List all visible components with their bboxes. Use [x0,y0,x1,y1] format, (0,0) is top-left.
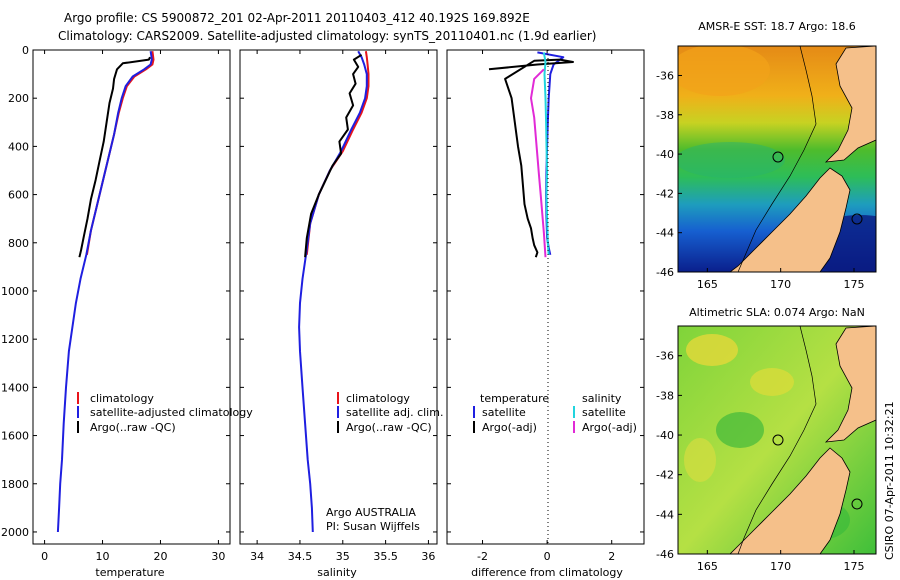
legend-label-argo: Argo(..raw -QC) [90,421,176,434]
map-y-tick-label: -40 [656,148,674,161]
map-x-tick-label: 165 [697,278,718,291]
nz-land [824,326,876,443]
map-y-tick-label: -42 [656,469,674,482]
map-x-tick-label: 165 [697,560,718,573]
csiro-credit: CSIRO 07-Apr-2011 10:32:21 [883,401,896,560]
temperature-legend: climatology satellite-adjusted climatolo… [77,392,253,434]
legend-label-temp-satellite: satellite [482,406,526,419]
map-x-tick-label: 175 [844,560,865,573]
series-line-climatology [85,51,155,255]
x-tick-label: 0 [41,550,48,563]
x-tick-label: 30 [211,550,225,563]
salinity-legend: climatology satellite adj. clim. Argo(..… [337,392,443,434]
second-location-marker [851,498,863,510]
temperature-xlabel: temperature [95,566,164,579]
argo-australia-label: Argo AUSTRALIA [326,506,416,519]
x-tick-label: 2 [608,550,615,563]
sla-yellow-patch [686,334,738,366]
header-line-2: Climatology: CARS2009. Satellite-adjuste… [58,29,596,43]
legend-label-climatology: climatology [346,392,410,405]
legend-label-satellite-adjusted: satellite-adjusted climatology [90,406,253,419]
sst-map [678,46,876,272]
y-tick-label: 1200 [1,333,29,346]
x-tick-label: 34.5 [288,550,313,563]
series-line-salinity-argo-adj [530,68,547,258]
legend-group-salinity: salinity [582,392,622,405]
argo-location-marker [772,434,784,446]
sst-map-title: AMSR-E SST: 18.7 Argo: 18.6 [698,20,856,33]
map-x-tick-label: 175 [844,278,865,291]
map-y-tick-label: -46 [656,548,674,561]
salinity-xlabel: salinity [317,566,357,579]
second-location-marker [851,213,863,225]
difference-axes [446,49,645,545]
legend-label-satellite-adj: satellite adj. clim. [346,406,443,419]
map-y-tick-label: -36 [656,350,674,363]
map-y-tick-label: -36 [656,69,674,82]
legend-group-temperature: temperature [480,392,549,405]
map-x-tick-label: 170 [770,560,791,573]
salinity-axes [239,49,438,545]
map-y-tick-label: -42 [656,187,674,200]
y-tick-label: 1600 [1,430,29,443]
sla-yellow-patch [750,368,794,396]
y-tick-label: 1800 [1,478,29,491]
legend-label-climatology: climatology [90,392,154,405]
sst-warm-patch [678,46,770,96]
x-tick-label: -2 [477,550,488,563]
sla-map-frame [677,325,877,555]
map-y-tick-label: -44 [656,227,674,240]
sla-bathymetry-contour [737,326,817,554]
x-tick-label: 36 [421,550,435,563]
series-line-argo-raw-qc [78,56,151,258]
temperature-axes [32,49,231,545]
sst-bathymetry-contour [737,46,817,272]
sla-map-title: Altimetric SLA: 0.074 Argo: NaN [689,306,865,319]
x-tick-label: 10 [96,550,110,563]
x-tick-label: 34 [250,550,264,563]
y-tick-label: 1000 [1,285,29,298]
map-y-tick-label: -44 [656,508,674,521]
x-tick-label: 20 [153,550,167,563]
y-tick-label: 600 [8,189,29,202]
map-y-tick-label: -46 [656,266,674,279]
y-tick-label: 1400 [1,381,29,394]
difference-legend: temperature salinity satellite Argo(-adj… [473,392,637,434]
header-line-1: Argo profile: CS 5900872_201 02-Apr-2011… [64,11,530,25]
sst-cool-patch [678,142,785,178]
argo-location-marker [772,151,784,163]
y-tick-label: 0 [22,44,29,57]
sla-green-patch [716,412,764,448]
sla-yellow-patch [684,438,716,482]
x-tick-label: 35.5 [373,550,398,563]
y-tick-label: 2000 [1,526,29,539]
legend-label-sal-argo: Argo(-adj) [582,421,637,434]
map-y-tick-label: -38 [656,389,674,402]
y-tick-label: 200 [8,92,29,105]
series-line-salinity-satellite [542,52,550,255]
y-tick-label: 800 [8,237,29,250]
legend-label-sal-satellite: satellite [582,406,626,419]
map-y-tick-label: -40 [656,429,674,442]
y-tick-label: 400 [8,140,29,153]
sst-map-frame [677,45,877,273]
series-line-temperature-satellite [537,51,565,256]
sla-map [678,326,876,554]
map-x-tick-label: 170 [770,278,791,291]
legend-label-temp-argo: Argo(-adj) [482,421,537,434]
series-line-argo-raw-qc [304,53,363,258]
series-line-satellite-adjusted-climatology [56,51,153,533]
series-line-temperature-argo-adj [488,58,574,258]
legend-label-argo: Argo(..raw -QC) [346,421,432,434]
map-y-tick-label: -38 [656,109,674,122]
x-tick-label: 0 [544,550,551,563]
difference-xlabel: difference from climatology [471,566,623,579]
pi-label: PI: Susan Wijffels [326,520,420,533]
series-line-climatology [305,51,370,255]
nz-land [824,46,876,163]
nz-south-island [729,167,851,272]
nz-south-island [729,447,851,554]
x-tick-label: 35 [336,550,350,563]
